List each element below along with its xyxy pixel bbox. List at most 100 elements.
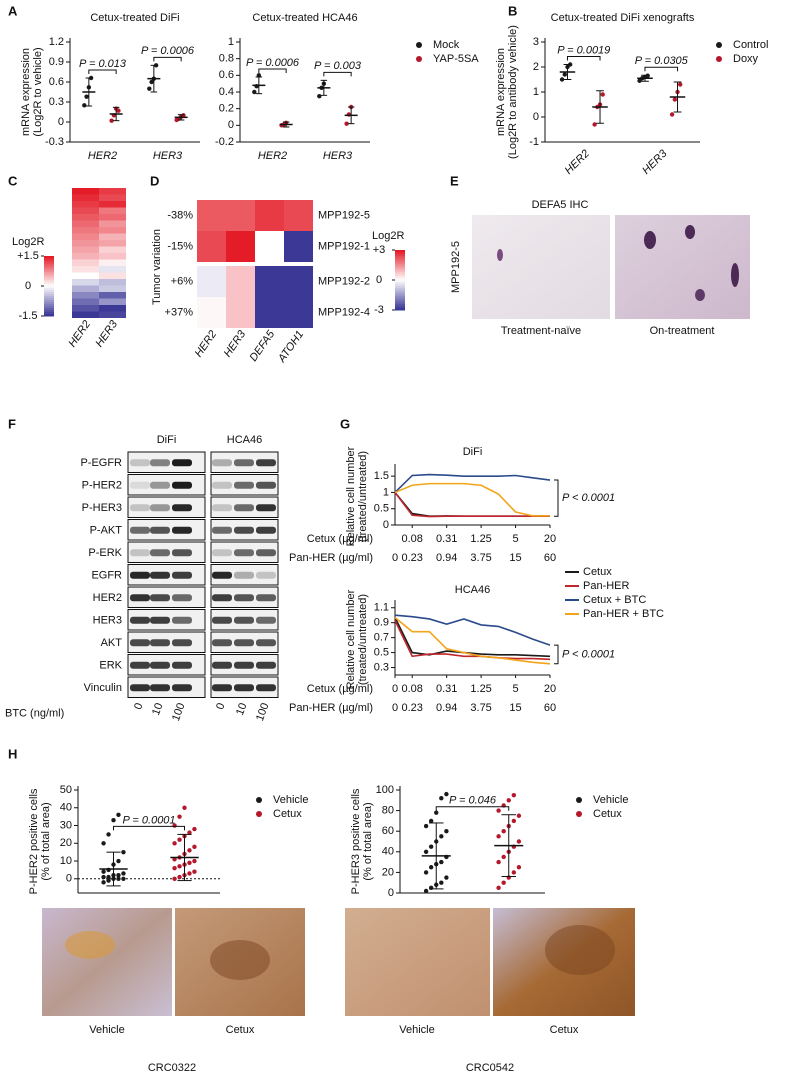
blot-band — [150, 661, 170, 669]
legend-swatch — [576, 797, 582, 803]
data-point — [428, 818, 434, 824]
p-value: P = 0.0305 — [635, 55, 689, 67]
panel-label: F — [8, 416, 16, 431]
heatmap-cell — [255, 297, 284, 328]
colorbar-step — [395, 288, 405, 291]
blot-row-label: P-HER2 — [82, 480, 122, 492]
x-tick-label: HER2 — [563, 148, 592, 177]
colorbar-step — [395, 306, 405, 309]
heatmap-cell — [99, 253, 126, 260]
blot-lane-label: 10 — [150, 701, 165, 717]
ihc-image — [345, 908, 490, 1016]
x-tick-label: 3.75 — [470, 702, 491, 714]
colorbar-step — [44, 308, 54, 311]
y-tick-label: 50 — [60, 784, 72, 796]
data-point — [172, 876, 177, 881]
blot-band — [130, 639, 150, 647]
heatmap-cell — [72, 298, 99, 305]
ihc-caption: Cetux — [226, 1024, 255, 1036]
blot-lane-label: 10 — [234, 701, 249, 717]
blot-band — [130, 459, 150, 467]
blot-row-label: Vinculin — [84, 682, 122, 694]
blot-band — [234, 526, 254, 534]
y-tick-label: 0.3 — [374, 661, 389, 673]
data-point — [496, 808, 501, 813]
colorbar-step — [395, 260, 405, 263]
y-tick-label: 0.9 — [374, 617, 389, 629]
blot-band — [212, 661, 232, 669]
stain — [497, 249, 503, 261]
chart-title: Cetux-treated DiFi — [90, 12, 179, 24]
blot-band — [150, 594, 170, 602]
data-point — [562, 72, 567, 77]
x-tick-label: HER2 — [88, 150, 117, 162]
heatmap-cell — [72, 220, 99, 227]
ihc-row-label: MPP192-5 — [450, 241, 462, 293]
colorbar-step — [44, 286, 54, 289]
colorbar-step — [44, 258, 54, 261]
data-point — [559, 77, 565, 82]
colorbar-title: Log2R — [372, 230, 404, 242]
panel-label: E — [450, 173, 459, 188]
heatmap-cell — [99, 279, 126, 286]
colorbar-step — [395, 284, 405, 287]
blot-band — [130, 504, 150, 512]
data-point — [669, 112, 675, 117]
blot-row-label: P-ERK — [88, 547, 122, 559]
y-tick-label: 2 — [533, 61, 539, 73]
y-axis-label: (treated/untreated) — [357, 451, 369, 542]
colorbar-step — [44, 280, 54, 283]
p-value: P = 0.0006 — [246, 57, 300, 69]
y-tick-label: 0 — [228, 119, 234, 131]
data-point — [116, 876, 121, 881]
y-tick-label: 0 — [388, 887, 394, 899]
data-point — [506, 798, 511, 803]
blot-band — [130, 571, 150, 579]
blot-row-label: HER3 — [93, 615, 122, 627]
blot-band — [172, 684, 192, 692]
data-point — [101, 869, 106, 874]
blot-band — [256, 549, 276, 557]
data-point — [177, 837, 182, 842]
data-point — [192, 869, 197, 874]
blot-band — [256, 481, 276, 489]
x-axis-label: Cetux (µg/ml) — [307, 533, 373, 545]
x-tick-label: HER3 — [640, 147, 670, 177]
x-tick-label: HER3 — [323, 150, 353, 162]
colorbar-step — [395, 292, 405, 295]
series-line — [394, 491, 550, 518]
heatmap-cell — [72, 240, 99, 247]
ihc-caption: Cetux — [550, 1024, 579, 1036]
p-value: P = 0.0006 — [141, 45, 195, 57]
y-tick-label: -0.3 — [45, 136, 64, 148]
legend-swatch — [416, 56, 422, 62]
heatmap-cell — [197, 231, 226, 262]
legend-label: Control — [733, 39, 768, 51]
y-tick-label: 0.6 — [49, 76, 64, 88]
heatmap-cell — [197, 297, 226, 328]
p-value: P = 0.0019 — [557, 44, 610, 56]
y-tick-label: 3 — [533, 36, 539, 48]
ihc-image — [472, 215, 610, 319]
y-tick-label: 60 — [382, 825, 394, 837]
data-point — [121, 849, 126, 855]
blot-band — [234, 571, 254, 579]
blot-row-label: AKT — [101, 637, 123, 649]
data-point — [434, 810, 439, 815]
heatmap-cell — [72, 194, 99, 201]
x-tick-label: 0.08 — [402, 683, 423, 695]
blot-band — [212, 594, 232, 602]
colorbar-step — [44, 292, 54, 295]
p-value: P = 0.013 — [79, 58, 127, 70]
legend-label: Cetux — [593, 808, 622, 820]
colorbar-step — [395, 276, 405, 279]
heatmap-cell — [99, 272, 126, 279]
blot-band — [150, 459, 170, 467]
data-point — [423, 823, 429, 829]
heatmap-cell — [99, 220, 126, 227]
blot-band — [256, 639, 276, 647]
blot-band — [234, 616, 254, 624]
colorbar-step — [44, 310, 54, 313]
column-label: DEFA5 — [248, 328, 278, 364]
y-tick-label: 1.2 — [49, 36, 64, 48]
